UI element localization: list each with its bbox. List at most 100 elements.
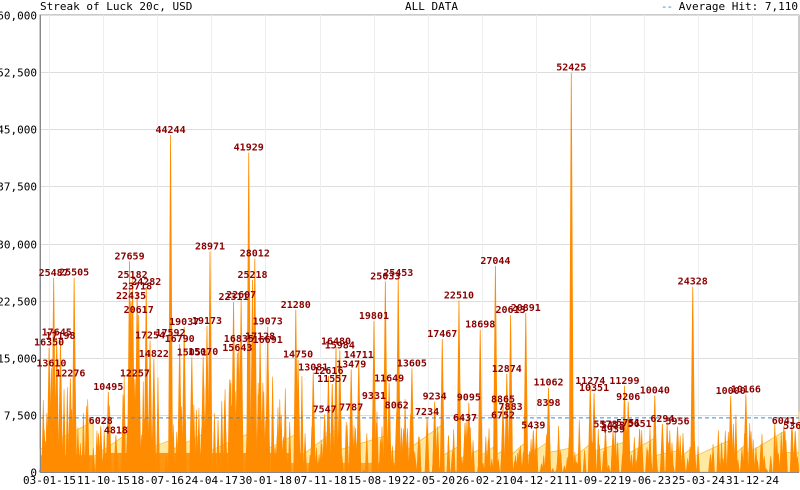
- y-tick-label: 22,500: [0, 296, 37, 309]
- peak-value-label: 18698: [465, 320, 495, 331]
- peak-value-label: 8062: [385, 401, 409, 412]
- peak-value-label: 17254: [135, 331, 165, 342]
- peak-value-label: 15070: [188, 347, 218, 358]
- x-tick-label: 25-03-24: [672, 474, 725, 487]
- peak-value-label: 9095: [457, 393, 481, 404]
- peak-value-label: 5423: [601, 421, 625, 432]
- peak-value-label: 11062: [533, 378, 563, 389]
- x-tick-label: 19-06-23: [618, 474, 671, 487]
- peak-value-label: 25182: [118, 270, 148, 281]
- peak-value-label: 5751: [616, 418, 640, 429]
- y-tick-label: 60,000: [0, 10, 37, 23]
- peak-value-label: 25453: [383, 268, 413, 279]
- peak-value-label: 12276: [55, 368, 85, 379]
- peak-value-label: 10166: [731, 385, 761, 396]
- peak-value-label: 19801: [359, 311, 389, 322]
- peak-value-label: 17128: [245, 332, 275, 343]
- y-tick-label: 7,500: [4, 410, 37, 423]
- chart-title: Streak of Luck 20c, USD: [40, 0, 193, 13]
- peak-value-label: 25033: [370, 271, 400, 282]
- y-tick-label: 30,000: [0, 239, 37, 252]
- peak-value-label: 10495: [93, 382, 123, 393]
- peak-value-label: 16835: [224, 334, 254, 345]
- y-tick-label: 52,500: [0, 67, 37, 80]
- peak-value-label: 13605: [397, 358, 427, 369]
- peak-value-label: 52425: [556, 63, 586, 74]
- peak-value-label: 14711: [344, 350, 374, 361]
- peak-value-label: 22607: [226, 290, 256, 301]
- peak-value-label: 11649: [374, 373, 404, 384]
- x-tick-label: 11-09-22: [564, 474, 617, 487]
- y-tick-label: 45,000: [0, 124, 37, 137]
- peak-value-label: 7787: [339, 403, 363, 414]
- peak-value-label: 4818: [104, 425, 128, 436]
- peak-value-label: 19037: [169, 317, 199, 328]
- peak-value-label: 11557: [317, 374, 347, 385]
- plot-frame: [39, 14, 800, 473]
- peak-value-label: 11299: [609, 376, 639, 387]
- peak-value-label: 14822: [139, 349, 169, 360]
- peak-value-label: 16790: [165, 334, 195, 345]
- peak-value-label: 22311: [218, 292, 248, 303]
- peak-value-label: 9206: [616, 392, 640, 403]
- peak-value-label: 16691: [253, 335, 283, 346]
- peak-value-label: 17645: [42, 328, 72, 339]
- peak-value-label: 10040: [640, 386, 670, 397]
- peak-value-label: 7883: [499, 402, 523, 413]
- peak-value-label: 41929: [234, 143, 264, 154]
- peak-value-label: 12257: [120, 369, 150, 380]
- average-legend-label: Average Hit: 7,110: [678, 0, 798, 13]
- peak-value-label: 7234: [415, 407, 439, 418]
- peak-value-label: 6752: [491, 411, 515, 422]
- axes: 0 7,500 15,000 22,500 30,000 37,500 45,000 52,5…: [0, 10, 799, 487]
- peak-value-label: 22510: [444, 291, 474, 302]
- peak-value-label: 5651: [628, 419, 652, 430]
- peak-value-label: 19173: [192, 316, 222, 327]
- peak-value-label: 12616: [313, 366, 343, 377]
- x-tick-label: 04-12-21: [510, 474, 563, 487]
- peak-value-label: 17198: [45, 331, 75, 342]
- y-tick-label: 15,000: [0, 353, 37, 366]
- peak-value-label: 16480: [321, 336, 351, 347]
- peak-value-label: 15643: [222, 343, 252, 354]
- peak-value-label: 5578: [593, 420, 617, 431]
- peak-value-label: 17467: [427, 329, 457, 340]
- peak-value-label: 20617: [124, 305, 154, 316]
- peak-value-label: 17592: [155, 328, 185, 339]
- peak-value-label: 19073: [253, 317, 283, 328]
- peak-value-label: 10351: [579, 383, 609, 394]
- y-tick-label: 37,500: [0, 181, 37, 194]
- peak-value-label: 5439: [521, 421, 545, 432]
- peak-value-label: 20891: [511, 303, 541, 314]
- peak-value-label: 24282: [131, 277, 161, 288]
- hits-base-area: [290, 462, 397, 472]
- x-tick-label: 31-12-24: [726, 474, 779, 487]
- peak-value-label: 11274: [575, 376, 605, 387]
- peak-value-label: 22435: [116, 291, 146, 302]
- x-tick-label: 30-01-18: [239, 474, 292, 487]
- x-tick-label: 15-08-19: [348, 474, 401, 487]
- peak-value-label: 13081: [298, 362, 328, 373]
- average-line-swatch: --: [660, 0, 673, 13]
- hits-series: [38, 72, 800, 473]
- y-tick-label: 0: [30, 467, 37, 480]
- peak-value-label: 44244: [155, 125, 185, 136]
- peak-value-label: 9234: [423, 392, 447, 403]
- peak-value-label: 21280: [281, 300, 311, 311]
- peak-value-label: 15984: [325, 340, 355, 351]
- peak-value-label: 14750: [283, 350, 313, 361]
- peak-value-label: 23718: [122, 281, 152, 292]
- x-tick-label: 26-02-21: [456, 474, 509, 487]
- peak-value-label: 12874: [492, 364, 522, 375]
- peak-value-label: 15051: [177, 347, 207, 358]
- peak-value-label: 4939: [601, 424, 625, 435]
- peak-value-label: 13610: [36, 358, 66, 369]
- peak-value-label: 28012: [240, 249, 270, 260]
- peak-value-label: 8865: [491, 394, 515, 405]
- peak-value-label: 10000: [716, 386, 746, 397]
- x-tick-label: 11-10-15: [77, 474, 130, 487]
- peak-value-label: 25505: [59, 268, 89, 279]
- peak-value-label: 25487: [39, 268, 69, 279]
- peak-value-label: 16350: [34, 337, 64, 348]
